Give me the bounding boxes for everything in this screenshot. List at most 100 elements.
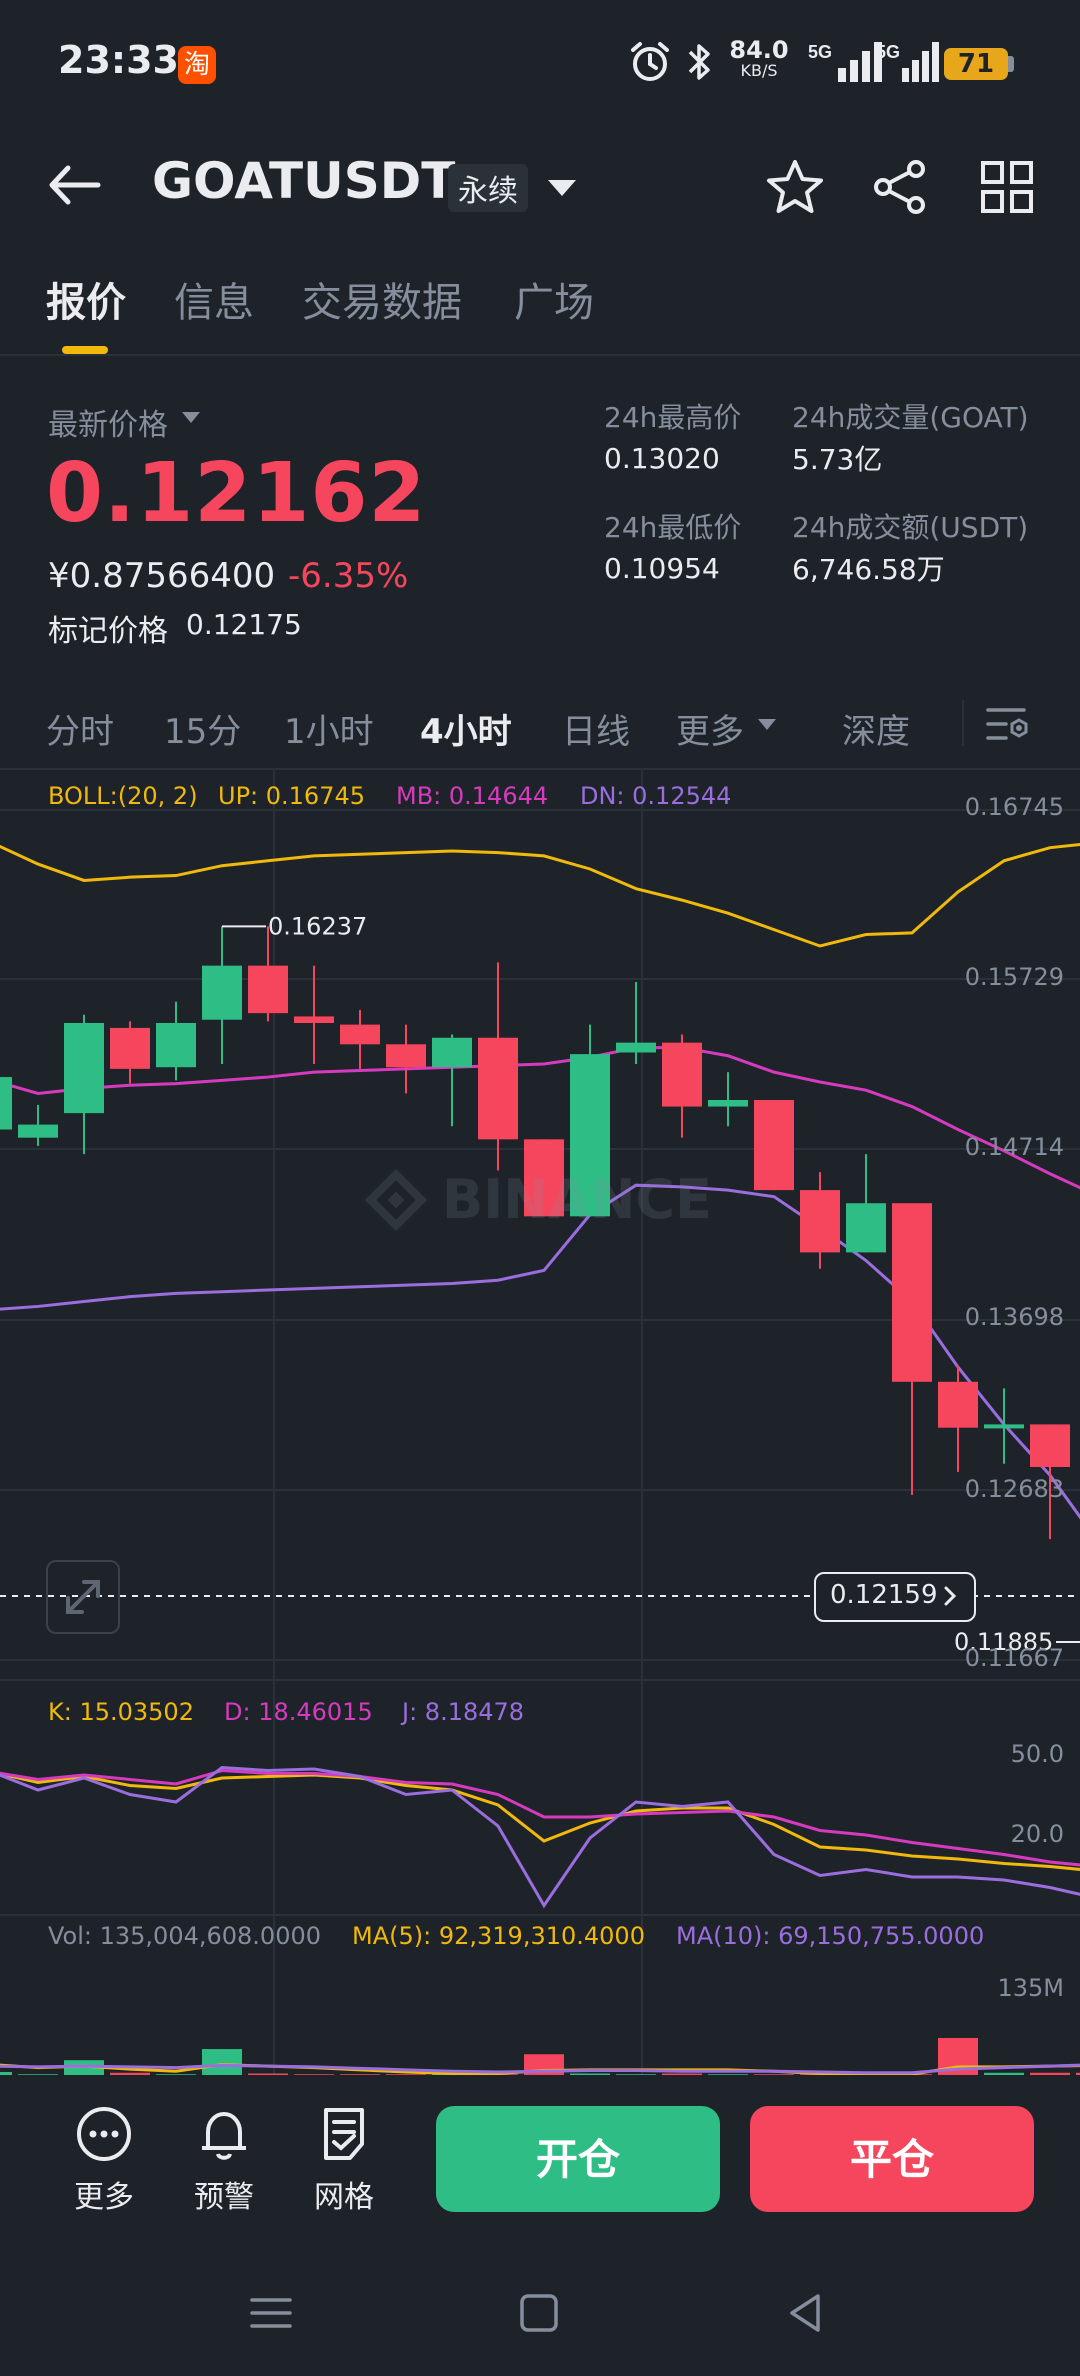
candle-body [708, 1100, 748, 1107]
back-triangle-icon[interactable] [780, 2288, 830, 2338]
kdj-j-line [0, 1765, 1080, 1909]
volume-bar [0, 2072, 12, 2075]
price-axis-label: 0.12683 [965, 1475, 1064, 1503]
volume-bar [294, 2074, 334, 2075]
volume-bar [18, 2074, 58, 2075]
volume-bar [662, 2073, 702, 2075]
more-label[interactable]: 更多 [74, 2180, 134, 2215]
volume-ma10-value: MA(10): 69,150,755.0000 [676, 1922, 985, 1950]
high-24h-value: 0.13020 [604, 442, 720, 475]
volume-usdt-value: 6,746.58万 [792, 553, 945, 586]
volume-bar [570, 2073, 610, 2075]
chart-settings-icon[interactable] [984, 700, 1032, 748]
volume-value: Vol: 135,004,608.0000 [48, 1922, 322, 1950]
svg-text:5G: 5G [876, 42, 900, 62]
volume-bar [708, 2074, 748, 2075]
boll-up-line [0, 842, 1080, 948]
kdj-j-value: J: 8.18478 [402, 1698, 525, 1726]
tab-info[interactable]: 信息 [174, 280, 254, 326]
bell-icon[interactable] [194, 2104, 254, 2164]
more-dots-icon[interactable] [74, 2104, 134, 2164]
menu-icon[interactable] [246, 2288, 296, 2338]
grid-label[interactable]: 网格 [314, 2180, 374, 2215]
pair-title[interactable]: GOATUSDT [152, 152, 456, 210]
boll-mb-value: MB: 0.14644 [396, 782, 549, 810]
expand-chart-icon[interactable] [46, 1560, 120, 1634]
price-axis-label: 0.11667 [965, 1644, 1064, 1672]
layout-grid-icon[interactable] [980, 160, 1034, 214]
interval-more[interactable]: 更多 [676, 712, 744, 752]
last-price: 0.12162 [46, 446, 427, 541]
volume-ma10-line [0, 2063, 1080, 2075]
chevron-right-icon [944, 1586, 957, 1606]
volume-ma5-value: MA(5): 92,319,310.4000 [352, 1922, 645, 1950]
tab-trading-data[interactable]: 交易数据 [302, 280, 462, 326]
volume-bar [156, 2074, 196, 2075]
mark-price-value: 0.12175 [186, 608, 302, 641]
price-change-percent: -6.35% [288, 556, 409, 596]
grid-strategy-icon[interactable] [314, 2104, 374, 2164]
volume-goat-label: 24h成交量(GOAT) [792, 401, 1029, 434]
close-position-button[interactable]: 平仓 [750, 2106, 1034, 2212]
volume-bar [754, 2074, 794, 2075]
signal-icon-sim2: 5G [876, 42, 939, 82]
caret-down-icon[interactable] [180, 408, 202, 426]
chart-grid [0, 770, 1080, 2075]
kdj-axis-label: 20.0 [1011, 1820, 1064, 1848]
boll-dn-value: DN: 0.12544 [580, 782, 732, 810]
volume-bar [1030, 2072, 1070, 2075]
candle-body [938, 1381, 978, 1428]
kline-chart[interactable]: 50.0 20.0 135M 0.16237 0.11885 0.16745 0.157… [0, 770, 1080, 2075]
signal-icon-sim1: 5G [808, 42, 882, 82]
battery-tip [1008, 56, 1014, 72]
kdj-k-line [0, 1772, 1080, 1871]
home-square-icon[interactable] [514, 2288, 564, 2338]
high-annotation: 0.16237 [268, 912, 367, 940]
taobao-app-icon: 淘 [178, 46, 216, 84]
price-axis-label: 0.14714 [965, 1133, 1064, 1161]
volume-bar [616, 2074, 656, 2075]
binance-watermark-logo: BINANCE [364, 1168, 712, 1232]
boll-mb-line [0, 1046, 1080, 1190]
volume-goat-value: 5.73亿 [792, 443, 883, 476]
back-arrow-icon[interactable] [44, 158, 104, 212]
share-icon[interactable] [870, 158, 930, 216]
latest-price-label[interactable]: 最新价格 [48, 408, 168, 443]
interval-1d[interactable]: 日线 [562, 712, 630, 752]
price-axis-label: 0.16745 [965, 793, 1064, 821]
network-speed: 84.0 KB/S [729, 36, 789, 80]
alert-label[interactable]: 预警 [194, 2180, 254, 2215]
kdj-d-value: D: 18.46015 [224, 1698, 373, 1726]
high-24h-label: 24h最高价 [604, 401, 742, 434]
depth-tab[interactable]: 深度 [842, 712, 910, 752]
candle-body [202, 965, 242, 1020]
volume-bar [984, 2072, 1024, 2075]
battery-level: 71 [944, 48, 1008, 80]
candle-body [294, 1016, 334, 1023]
volume-bar [110, 2072, 150, 2075]
tab-square[interactable]: 广场 [514, 280, 594, 326]
interval-timeline[interactable]: 分时 [46, 712, 114, 752]
mark-price-label: 标记价格 [48, 614, 168, 649]
open-position-button[interactable]: 开仓 [436, 2106, 720, 2212]
caret-down-icon[interactable] [756, 716, 778, 732]
interval-4h[interactable]: 4小时 [420, 712, 512, 752]
candle-body [800, 1190, 840, 1253]
system-nav-bar [0, 2255, 1080, 2376]
tab-quote[interactable]: 报价 [46, 280, 126, 326]
volume-usdt-label: 24h成交额(USDT) [792, 511, 1029, 544]
current-price-tag[interactable] [814, 1572, 976, 1622]
favorite-star-icon[interactable] [765, 158, 825, 216]
caret-down-icon[interactable] [544, 172, 580, 202]
candle-body [64, 1022, 104, 1114]
boll-up-value: UP: 0.16745 [218, 782, 365, 810]
svg-text:5G: 5G [808, 42, 832, 62]
volume-axis-label: 135M [997, 1974, 1064, 2002]
contract-type-badge: 永续 [448, 164, 528, 212]
low-annotation: 0.11885 [954, 1628, 1053, 1656]
candle-body [846, 1203, 886, 1253]
candle-body [0, 1077, 12, 1130]
interval-15m[interactable]: 15分 [164, 712, 242, 752]
active-tab-indicator [62, 346, 108, 354]
interval-1h[interactable]: 1小时 [284, 712, 374, 752]
